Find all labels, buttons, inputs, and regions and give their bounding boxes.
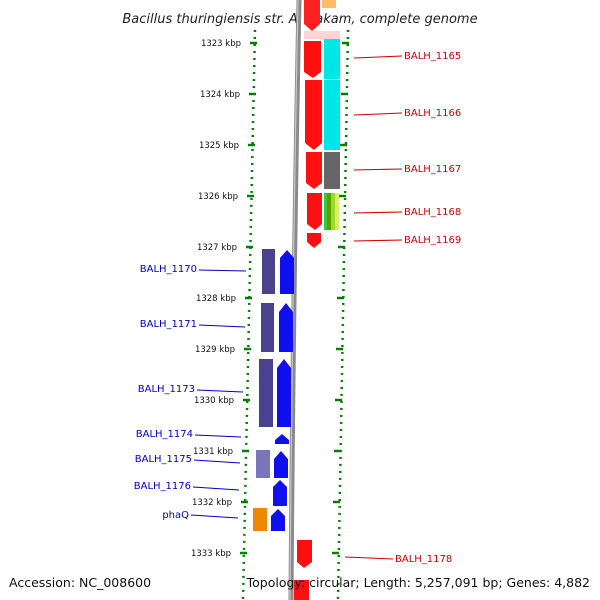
gene-label-forward[interactable]: BALH_1168	[404, 207, 461, 218]
gene-arrow-balh-1164[interactable]	[304, 0, 320, 31]
scale-label: 1323 kbp	[201, 39, 241, 49]
gene-arrow-balh-1169[interactable]	[307, 233, 321, 248]
topology-label: Topology: circular; Length: 5,257,091 bp…	[246, 575, 590, 590]
gene-label-reverse[interactable]: phaQ	[162, 510, 189, 521]
scale-label: 1326 kbp	[198, 192, 238, 202]
gene-block-balh-1171[interactable]	[261, 303, 274, 352]
accession-label: Accession: NC_008600	[9, 575, 151, 590]
gene-arrow-balh-1173[interactable]	[277, 359, 291, 427]
gene-label-forward[interactable]: BALH_1165	[404, 51, 461, 62]
forward-genes	[294, 0, 322, 600]
scale-label: 1332 kbp	[192, 498, 232, 508]
gene-arrow-balh-1171[interactable]	[279, 303, 293, 352]
genome-backbone	[288, 0, 302, 600]
gene-arrow-balh-1175[interactable]	[274, 451, 288, 478]
gene-label-reverse[interactable]: BALH_1170	[140, 264, 197, 275]
scale-label: 1329 kbp	[195, 345, 235, 355]
gene-label-forward[interactable]: BALH_1178	[395, 554, 452, 565]
scale-label: 1328 kbp	[196, 294, 236, 304]
gene-label-reverse[interactable]: BALH_1175	[135, 454, 192, 465]
gene-arrow-balh-1176[interactable]	[273, 480, 287, 506]
gene-label-forward[interactable]: BALH_1166	[404, 108, 461, 119]
scale-label: 1325 kbp	[199, 141, 239, 151]
right-tick-marks	[332, 41, 349, 555]
gene-label-forward[interactable]: BALH_1167	[404, 164, 461, 175]
gene-arrow-balh-1178[interactable]	[297, 540, 312, 568]
gene-label-forward[interactable]: BALH_1169	[404, 235, 461, 246]
gene-block-balh-1170[interactable]	[262, 249, 275, 294]
gene-label-reverse[interactable]: BALH_1173	[138, 384, 195, 395]
gene-arrow-balh-1166[interactable]	[305, 80, 322, 150]
scale-label: 1330 kbp	[194, 396, 234, 406]
scale-label: 1327 kbp	[197, 243, 237, 253]
left-tick-marks	[240, 41, 257, 555]
gene-block-phaq[interactable]	[253, 508, 267, 531]
gene-arrow-balh-1167[interactable]	[306, 152, 322, 189]
gene-arrow-balh-1165[interactable]	[304, 41, 321, 78]
scale-label: 1324 kbp	[200, 90, 240, 100]
reverse-genes	[253, 249, 294, 531]
scale-label: 1333 kbp	[191, 549, 231, 559]
gene-arrow-bottom[interactable]	[294, 580, 309, 600]
gene-arrow-balh-1168[interactable]	[307, 193, 322, 230]
reverse-gene-labels: BALH_1170 BALH_1171 BALH_1173 BALH_1174 …	[134, 264, 247, 521]
scale-label: 1331 kbp	[193, 447, 233, 457]
gene-arrow-balh-1170[interactable]	[280, 250, 294, 294]
forward-gene-category-blocks	[322, 0, 340, 230]
gene-block-balh-1175[interactable]	[256, 450, 270, 478]
gene-arrow-phaq[interactable]	[271, 509, 285, 531]
gene-label-reverse[interactable]: BALH_1176	[134, 481, 191, 492]
gene-label-reverse[interactable]: BALH_1171	[140, 319, 197, 330]
gene-arrow-balh-1174[interactable]	[275, 434, 289, 444]
gene-label-reverse[interactable]: BALH_1174	[136, 429, 193, 440]
forward-gene-labels: BALH_1165 BALH_1166 BALH_1167 BALH_1168 …	[344, 51, 461, 565]
scale-labels: 1323 kbp 1324 kbp 1325 kbp 1326 kbp 1327…	[191, 39, 241, 559]
gene-block-balh-1173[interactable]	[259, 359, 273, 427]
